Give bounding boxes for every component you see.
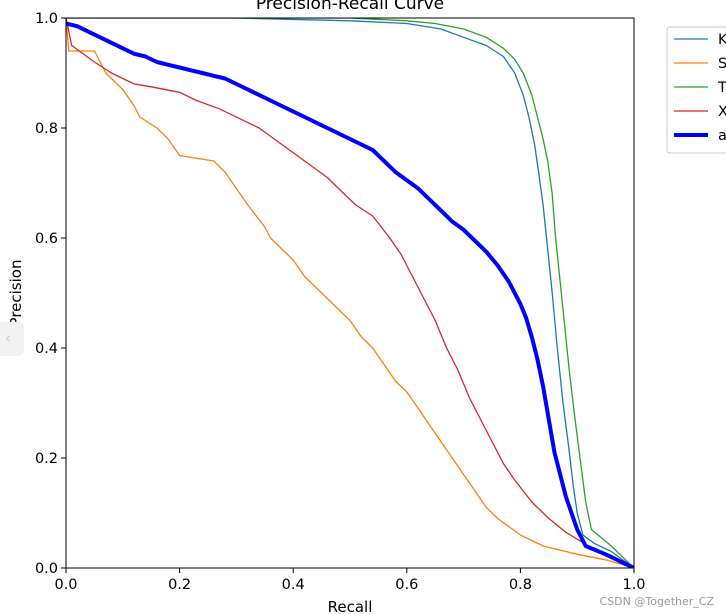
x-axis-ticks: 0.0 0.2 0.4 0.6 0.8 1.0	[54, 568, 646, 593]
y-tick-label: 0.8	[35, 121, 58, 137]
y-tick-label: 0.4	[35, 341, 58, 357]
series-line-s	[66, 18, 634, 568]
y-axis-ticks: 0.0 0.2 0.4 0.6 0.8 1.0	[35, 11, 66, 577]
x-tick-label: 0.0	[54, 577, 77, 593]
y-tick-label: 0.6	[35, 231, 58, 247]
side-expand-tab[interactable]: ‹	[0, 322, 24, 356]
series-line-k	[66, 18, 634, 568]
x-axis-label: Recall	[328, 598, 373, 614]
x-tick-label: 0.8	[509, 577, 532, 593]
series-line-t	[66, 18, 634, 568]
legend-label-k: K	[718, 32, 726, 48]
legend-box	[666, 26, 726, 154]
series-line-a	[66, 21, 634, 568]
legend-label-t: T	[717, 80, 726, 96]
series-lines	[66, 18, 634, 568]
y-axis-label: Precision	[7, 260, 25, 327]
legend-label-a: a	[718, 128, 726, 144]
legend-label-x: X	[718, 104, 726, 120]
axes-frame	[65, 17, 635, 569]
x-tick-label: 0.2	[168, 577, 191, 593]
x-tick-label: 0.4	[282, 577, 305, 593]
series-line-x	[66, 18, 634, 568]
x-tick-label: 1.0	[622, 577, 645, 593]
chevron-left-icon: ‹	[5, 329, 11, 347]
y-tick-label: 1.0	[35, 11, 58, 27]
watermark: CSDN @Together_CZ	[599, 595, 714, 608]
plot-area	[66, 18, 634, 568]
y-tick-label: 0.0	[35, 561, 58, 577]
legend-label-s: S	[718, 56, 726, 72]
x-tick-label: 0.6	[395, 577, 418, 593]
chart-title: Precision-Recall Curve	[256, 0, 444, 14]
y-tick-label: 0.2	[35, 451, 58, 467]
